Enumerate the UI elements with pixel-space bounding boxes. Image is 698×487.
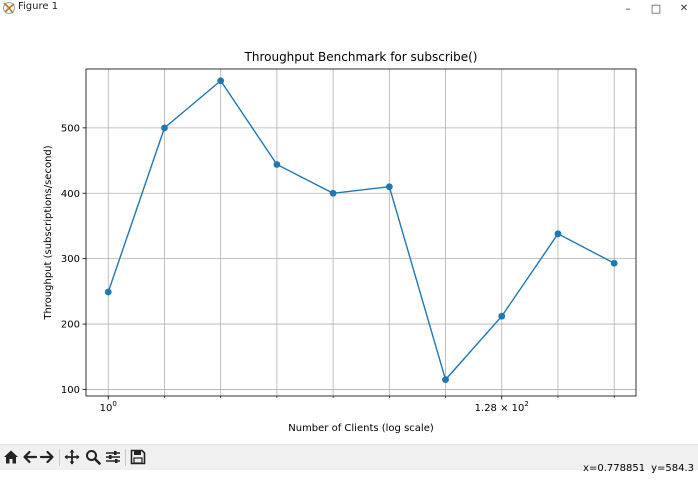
y-tick-label: 500 (61, 123, 80, 134)
data-point (217, 77, 225, 85)
configure-subplots-button[interactable] (104, 448, 122, 466)
data-point (442, 376, 449, 384)
data-point (273, 161, 281, 168)
close-button[interactable]: ✕ (670, 0, 698, 16)
minimize-icon: – (625, 1, 631, 15)
zoom-icon (86, 450, 101, 465)
x-tick-label: 100 (100, 400, 117, 414)
data-point (104, 288, 112, 296)
axes-layer (82, 68, 637, 400)
x-axis-label: Number of Clients (log scale) (288, 423, 434, 434)
move-icon (64, 449, 80, 465)
save-button[interactable] (129, 448, 147, 466)
close-icon: ✕ (679, 2, 689, 14)
data-point (610, 259, 618, 267)
save-icon (130, 449, 146, 465)
x-tick-label: 1.28 × 102 (475, 400, 529, 414)
zoom-button[interactable] (84, 448, 102, 466)
arrow-left-icon (23, 450, 38, 464)
y-tick-label: 100 (61, 385, 80, 396)
pan-button[interactable] (63, 448, 81, 466)
window-title: Figure 1 (18, 1, 59, 12)
figure-canvas[interactable]: 100 200 300 400 500 100 1.28 × 102 Throughput B… (0, 16, 698, 444)
y-tick-label: 300 (61, 254, 80, 265)
home-icon (4, 450, 18, 464)
data-point (385, 183, 393, 191)
axes-frame (85, 68, 637, 397)
toolbar-separator (125, 449, 126, 466)
navigation-toolbar: x=0.778851 y=584.3 (0, 444, 698, 474)
data-point (498, 312, 506, 320)
matplotlib-app-icon (3, 2, 15, 14)
maximize-button[interactable]: □ (642, 0, 670, 16)
back-button[interactable] (21, 448, 39, 466)
sliders-icon (106, 451, 120, 463)
data-point (554, 230, 562, 238)
y-tick-label: 400 (61, 189, 80, 200)
maximize-icon: □ (650, 1, 662, 15)
minimize-button[interactable]: – (614, 0, 642, 16)
y-axis-label: Throughput (subscriptions/second) (43, 145, 54, 320)
series-line (107, 79, 615, 382)
text-layer: 100 200 300 400 500 100 1.28 × 102 Throughput B… (43, 50, 529, 434)
cursor-coordinates: x=0.778851 y=584.3 (564, 451, 694, 487)
data-point (161, 124, 168, 132)
y-tick-label: 200 (61, 320, 80, 331)
arrow-right-icon (39, 450, 54, 464)
line-chart[interactable]: 100 200 300 400 500 100 1.28 × 102 Throughput B… (0, 16, 698, 444)
toolbar-separator (59, 449, 60, 466)
series-layer (104, 77, 618, 384)
grid-layer (86, 69, 636, 396)
home-button[interactable] (2, 448, 20, 466)
data-point (329, 189, 337, 197)
forward-button[interactable] (38, 448, 56, 466)
window-titlebar: Figure 1 – □ ✕ (0, 0, 698, 16)
chart-title: Throughput Benchmark for subscribe() (244, 50, 478, 64)
